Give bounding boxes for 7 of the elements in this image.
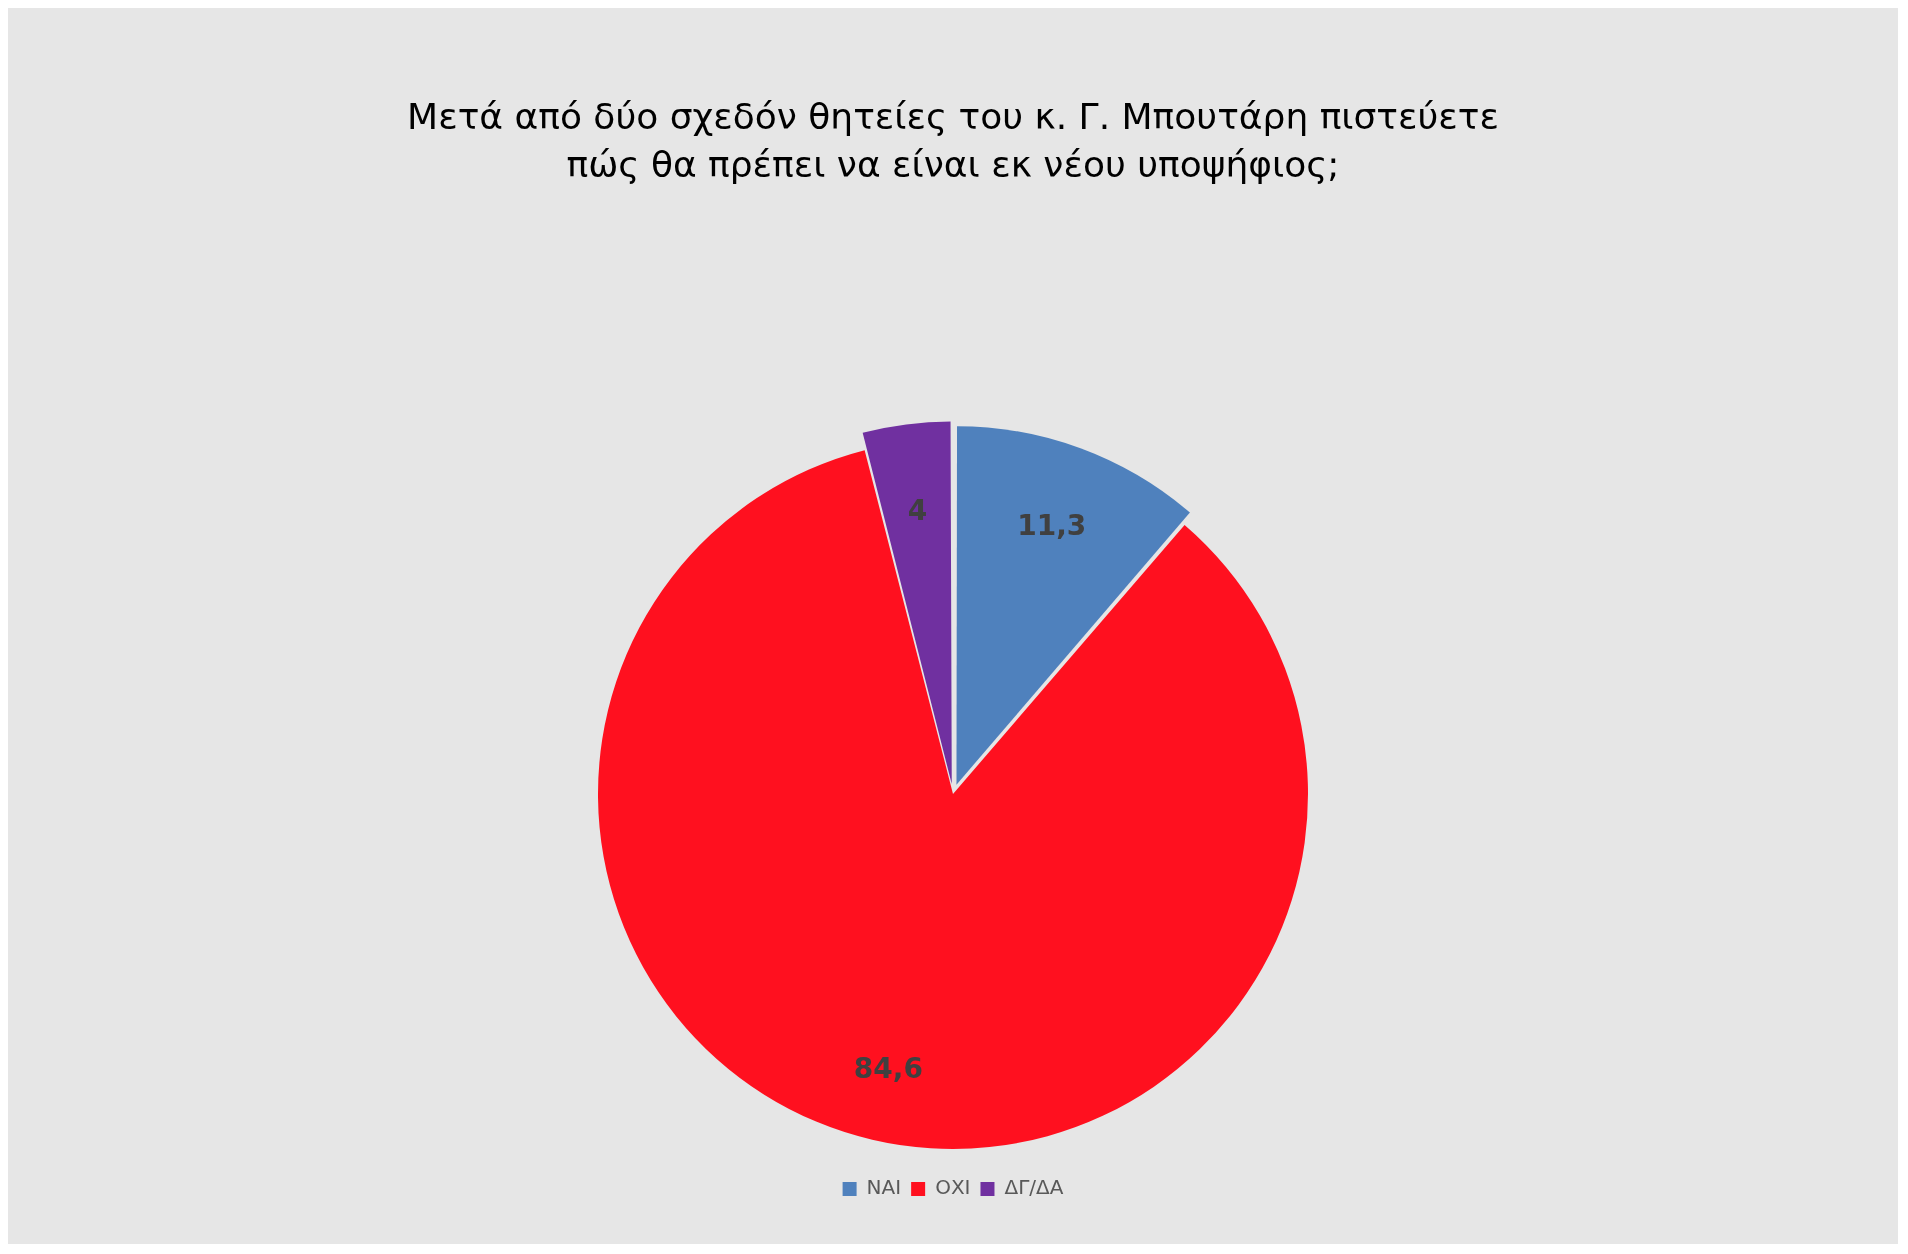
data-label: 84,6 [853, 1051, 923, 1085]
chart-title: Μετά από δύο σχεδόν θητείες του κ. Γ. Μπουτάρη πιστεύετε πώς θα πρέπει να είναι εκ νέου υποψήφιος; [406, 95, 1500, 187]
legend-label: ΝΑΙ [866, 1175, 902, 1200]
data-label: 11,3 [1017, 509, 1087, 543]
legend-label: ΔΓ/ΔΑ [1004, 1175, 1064, 1200]
legend-label: ΟΧΙ [935, 1175, 971, 1200]
data-label: 4 [907, 493, 928, 527]
